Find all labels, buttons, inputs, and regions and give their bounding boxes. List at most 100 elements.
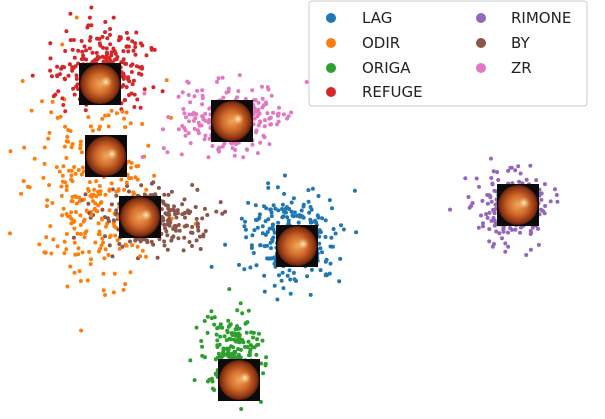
point-by (195, 225, 200, 229)
point-odir (80, 250, 85, 255)
point-odir (96, 221, 101, 226)
point-lag (269, 214, 274, 219)
point-origa (232, 349, 237, 354)
point-lag (323, 235, 328, 239)
point-origa (236, 347, 241, 351)
point-origa (215, 345, 220, 349)
point-by (162, 239, 167, 244)
point-odir (74, 15, 79, 20)
point-rimone (542, 182, 547, 187)
point-refuge (142, 87, 147, 92)
point-zr (216, 76, 221, 81)
point-by (100, 207, 105, 212)
point-odir (106, 253, 111, 257)
point-odir (78, 146, 83, 151)
point-odir (72, 240, 77, 245)
point-odir (96, 249, 101, 254)
point-refuge (149, 47, 154, 52)
point-lag (307, 210, 312, 215)
point-lag (316, 215, 321, 220)
point-odir (74, 201, 79, 206)
point-refuge (87, 38, 92, 43)
point-odir (64, 184, 69, 189)
point-odir (69, 210, 74, 215)
point-zr (268, 115, 273, 120)
point-refuge (68, 38, 73, 43)
point-odir (115, 238, 120, 243)
point-rimone (554, 193, 559, 197)
point-lag (338, 256, 343, 261)
point-rimone (489, 199, 494, 204)
point-odir (72, 165, 77, 169)
point-by (128, 239, 132, 244)
point-odir (87, 180, 92, 185)
point-origa (218, 334, 223, 339)
point-origa (217, 354, 222, 359)
point-origa (227, 287, 232, 292)
point-by (166, 192, 171, 197)
point-odir (21, 179, 26, 184)
point-origa (213, 371, 218, 376)
point-rimone (543, 204, 548, 208)
point-lag (257, 215, 262, 220)
point-refuge (131, 48, 136, 53)
point-origa (221, 350, 225, 355)
point-odir (122, 187, 127, 192)
point-origa (251, 335, 255, 340)
point-zr (220, 144, 225, 149)
point-rimone (506, 244, 511, 249)
point-zr (250, 88, 255, 93)
point-rimone (530, 225, 535, 230)
point-origa (209, 376, 214, 381)
point-odir (40, 99, 44, 104)
point-zr (194, 112, 199, 117)
point-lag (330, 244, 335, 249)
point-origa (235, 324, 239, 329)
legend-item-zr: ZR (476, 59, 532, 77)
point-lag (252, 228, 257, 233)
point-refuge (103, 30, 107, 35)
point-lag (299, 208, 304, 213)
point-odir (100, 116, 105, 121)
point-zr (181, 107, 186, 111)
point-lag (249, 243, 254, 248)
point-by (111, 218, 116, 223)
point-odir (109, 181, 114, 186)
point-lag (258, 243, 263, 248)
point-odir (88, 262, 93, 267)
point-by (218, 200, 223, 205)
point-refuge (103, 59, 107, 64)
point-rimone (518, 230, 522, 235)
point-by (151, 242, 156, 247)
point-refuge (48, 41, 53, 46)
point-origa (205, 314, 210, 319)
point-refuge (79, 57, 84, 62)
point-lag (284, 210, 288, 215)
point-rimone (539, 197, 544, 202)
point-rimone (485, 201, 490, 206)
point-origa (237, 335, 242, 340)
point-origa (227, 354, 232, 359)
point-lag (263, 219, 268, 224)
point-zr (190, 112, 195, 117)
point-odir (79, 150, 84, 155)
point-odir (130, 243, 135, 248)
point-refuge (72, 55, 77, 60)
point-by (190, 183, 195, 187)
point-lag (242, 267, 247, 272)
point-odir (111, 290, 116, 295)
point-zr (186, 131, 191, 136)
point-odir (101, 288, 106, 293)
point-lag (286, 218, 291, 223)
point-zr (176, 127, 181, 132)
point-odir (146, 143, 151, 148)
point-zr (264, 100, 268, 105)
point-refuge (111, 46, 116, 51)
point-refuge (68, 11, 73, 16)
point-refuge (123, 98, 128, 103)
point-refuge (104, 50, 109, 55)
point-odir (63, 124, 67, 129)
point-lag (330, 206, 334, 211)
point-lag (320, 216, 325, 221)
point-by (114, 193, 119, 198)
